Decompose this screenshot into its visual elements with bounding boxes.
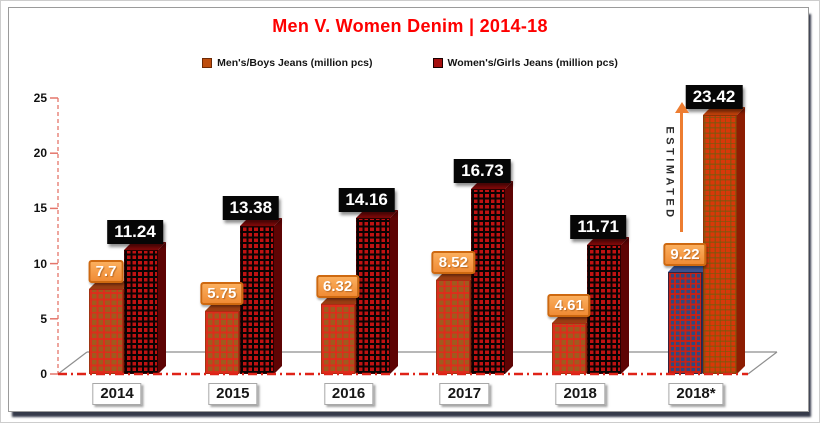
- bar-women-2018*-face-face: [703, 115, 737, 374]
- x-axis-label-2018: 2018: [555, 383, 605, 405]
- bar-women-2018*: [703, 107, 745, 374]
- bar-women-2018: [587, 237, 630, 374]
- bar-men-2015: [204, 303, 247, 374]
- bar-men-2016-face-face: [320, 304, 355, 374]
- y-axis-label-15: 15: [33, 201, 47, 216]
- bar-men-2018*-face-face: [668, 272, 702, 374]
- value-label-men-2018*: 9.22: [663, 243, 707, 266]
- value-label-women-2014: 11.24: [107, 220, 163, 244]
- value-label-women-2017: 16.73: [454, 159, 511, 183]
- value-label-women-2016: 14.16: [338, 188, 395, 212]
- y-axis-ticks: [50, 97, 58, 375]
- bar-women-2017-side-face: [505, 181, 514, 374]
- x-axis-label-2015: 2015: [208, 383, 258, 405]
- value-label-women-2018: 11.71: [570, 215, 626, 239]
- value-label-men-2016: 6.32: [315, 275, 360, 298]
- bar-women-2018-side-face: [621, 237, 630, 374]
- y-axis-label-10: 10: [33, 256, 47, 271]
- value-label-men-2014: 7.7: [88, 260, 124, 283]
- bar-women-2015-face-face: [239, 226, 274, 374]
- estimated-arrow-shaft: [680, 113, 683, 232]
- bar-women-2014-side-face: [158, 242, 166, 374]
- x-axis-label-2018*: 2018*: [668, 383, 724, 405]
- y-axis-label-5: 5: [40, 311, 47, 326]
- legend-swatch-women-icon: [432, 58, 443, 68]
- bar-men-2017: [436, 272, 479, 374]
- bar-women-2016: [355, 210, 398, 374]
- floor-right-diagonal: [747, 351, 778, 375]
- legend-swatch-men-icon: [202, 58, 213, 68]
- value-label-women-2018*: 23.42: [685, 85, 743, 109]
- estimated-arrow-up-icon: [674, 102, 689, 113]
- legend-label-women: Women's/Girls Jeans (million pcs): [447, 57, 618, 69]
- y-axis-label-0: 0: [40, 367, 47, 381]
- x-axis-label-2014: 2014: [92, 383, 142, 405]
- bar-women-2014-face-face: [124, 250, 158, 374]
- legend-item-women: Women's/Girls Jeans (million pcs): [432, 57, 618, 69]
- floor-left-diagonal: [57, 351, 88, 375]
- y-axis-label-20: 20: [33, 146, 47, 161]
- value-label-men-2017: 8.52: [431, 251, 475, 274]
- bar-men-2018-face-face: [552, 323, 587, 374]
- bar-women-2014: [124, 242, 166, 374]
- bar-men-2016: [320, 296, 363, 374]
- x-axis-label-2017: 2017: [439, 383, 490, 405]
- bar-women-2017: [471, 181, 514, 374]
- bar-women-2015-side-face: [273, 218, 282, 374]
- legend: Men's/Boys Jeans (million pcs) Women's/G…: [1, 57, 819, 69]
- bar-men-2017-face-face: [436, 280, 471, 374]
- value-label-men-2015: 5.75: [200, 282, 244, 305]
- bar-men-2014-face-face: [89, 289, 123, 374]
- legend-item-men: Men's/Boys Jeans (million pcs): [202, 57, 373, 69]
- estimated-annotation-label: ESTIMATED: [663, 126, 676, 221]
- bar-men-2018: [552, 315, 595, 374]
- bar-women-2018-face-face: [587, 245, 622, 374]
- y-axis-label-25: 25: [33, 91, 47, 105]
- bar-women-2016-side-face: [389, 210, 398, 374]
- bar-women-2016-face-face: [355, 218, 390, 374]
- legend-label-men: Men's/Boys Jeans (million pcs): [217, 57, 373, 69]
- bar-men-2014: [89, 281, 131, 374]
- value-label-women-2015: 13.38: [222, 196, 280, 220]
- bar-men-2018*: [668, 264, 710, 374]
- bar-men-2015-face-face: [204, 311, 239, 374]
- bar-women-2015: [239, 218, 282, 374]
- chart-title: Men V. Women Denim | 2014-18: [272, 16, 548, 36]
- bar-women-2017-face-face: [471, 189, 506, 374]
- value-label-men-2018: 4.61: [547, 294, 591, 317]
- bar-women-2018*-side-face: [737, 107, 745, 374]
- x-axis-label-2016: 2016: [323, 383, 374, 405]
